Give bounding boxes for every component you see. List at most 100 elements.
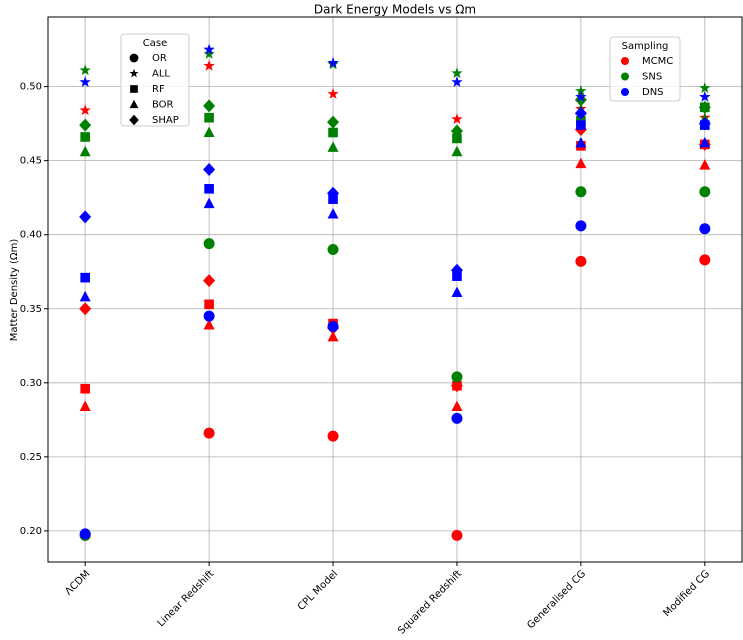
data-point [451, 145, 463, 157]
sampling-legend: Sampling MCMC SNS DNS [609, 36, 681, 102]
data-point [699, 82, 711, 93]
legend-label: SNS [642, 72, 662, 83]
legend-label: RF [152, 84, 165, 95]
data-point [204, 183, 214, 194]
data-point [327, 115, 340, 129]
data-point [575, 220, 587, 232]
data-point [327, 244, 339, 256]
data-point [327, 207, 339, 219]
data-point [451, 113, 463, 125]
legend-label: ALL [152, 69, 170, 80]
legend-marker [129, 53, 139, 63]
data-point [80, 132, 90, 142]
data-point [203, 319, 215, 330]
legend-box [609, 36, 681, 102]
data-point [203, 274, 216, 288]
data-point [699, 136, 711, 148]
data-point [451, 67, 463, 79]
chart-title: Dark Energy Models vs Ωm [314, 3, 476, 17]
y-tick-label: 0.45 [20, 156, 42, 167]
legend-marker [129, 114, 139, 126]
data-point [203, 48, 215, 59]
data-point [699, 254, 711, 266]
data-point [203, 59, 215, 71]
legend-title: Case [143, 38, 167, 49]
data-point [451, 286, 463, 297]
data-point [79, 76, 91, 88]
data-point [699, 159, 711, 170]
legend-marker [130, 85, 138, 93]
data-point [203, 238, 215, 250]
legend-marker [129, 68, 139, 78]
legend-label: BOR [152, 100, 174, 111]
y-tick-label: 0.30 [20, 378, 42, 389]
data-point [451, 412, 463, 424]
data-point [699, 223, 711, 235]
data-point [204, 112, 214, 123]
data-point [203, 310, 215, 322]
y-tick-label: 0.50 [20, 82, 42, 93]
data-point [203, 43, 215, 55]
case-legend: Case OR ALL RF BOR SHAP [120, 33, 190, 127]
plot-frame [47, 16, 743, 563]
data-point [79, 528, 91, 540]
data-point [203, 197, 215, 209]
legend-label: SHAP [152, 115, 179, 126]
data-point [450, 263, 463, 277]
legend-marker [129, 99, 139, 109]
data-point [575, 85, 587, 96]
legend-label: OR [152, 53, 167, 64]
y-tick-label: 0.35 [20, 304, 42, 315]
data-point [699, 90, 711, 102]
data-point [327, 56, 339, 68]
data-point [575, 255, 587, 267]
data-point [327, 321, 339, 333]
data-point [203, 427, 215, 439]
data-point [451, 76, 463, 88]
data-point [79, 210, 92, 224]
data-point [203, 163, 216, 177]
data-point [79, 118, 92, 132]
data-point [452, 133, 462, 144]
data-point [576, 120, 586, 130]
data-point [79, 290, 91, 302]
data-point [80, 383, 90, 394]
legend-marker [621, 72, 629, 81]
data-point [698, 117, 711, 131]
y-tick-label: 0.20 [20, 526, 42, 537]
data-point [80, 272, 90, 283]
data-point [450, 124, 463, 138]
data-point [203, 126, 215, 138]
data-point [327, 141, 339, 152]
data-point [204, 299, 214, 310]
data-point [450, 379, 463, 393]
legend-title: Sampling [622, 41, 669, 52]
data-point [79, 104, 91, 116]
legend-label: MCMC [642, 56, 673, 67]
data-point [79, 145, 91, 157]
legend-marker [621, 57, 629, 65]
legend-label: DNS [642, 87, 664, 98]
data-point [575, 157, 587, 169]
data-point [451, 400, 463, 411]
y-axis-label: Matter Density (Ωm) [9, 239, 20, 342]
data-point [699, 186, 711, 198]
data-point [327, 430, 339, 442]
data-point [451, 371, 463, 383]
data-point [575, 90, 587, 102]
data-point [575, 136, 587, 148]
y-tick-label: 0.25 [20, 452, 42, 463]
data-point [451, 529, 463, 541]
legend-marker [621, 88, 629, 96]
data-point [79, 400, 91, 411]
data-point [327, 88, 339, 99]
data-point [575, 186, 587, 198]
y-tick-label: 0.40 [20, 230, 42, 241]
data-point [574, 106, 587, 120]
data-point [328, 127, 338, 138]
data-point [327, 330, 339, 342]
data-point [327, 186, 340, 200]
data-point [698, 100, 711, 114]
data-point [79, 302, 92, 316]
